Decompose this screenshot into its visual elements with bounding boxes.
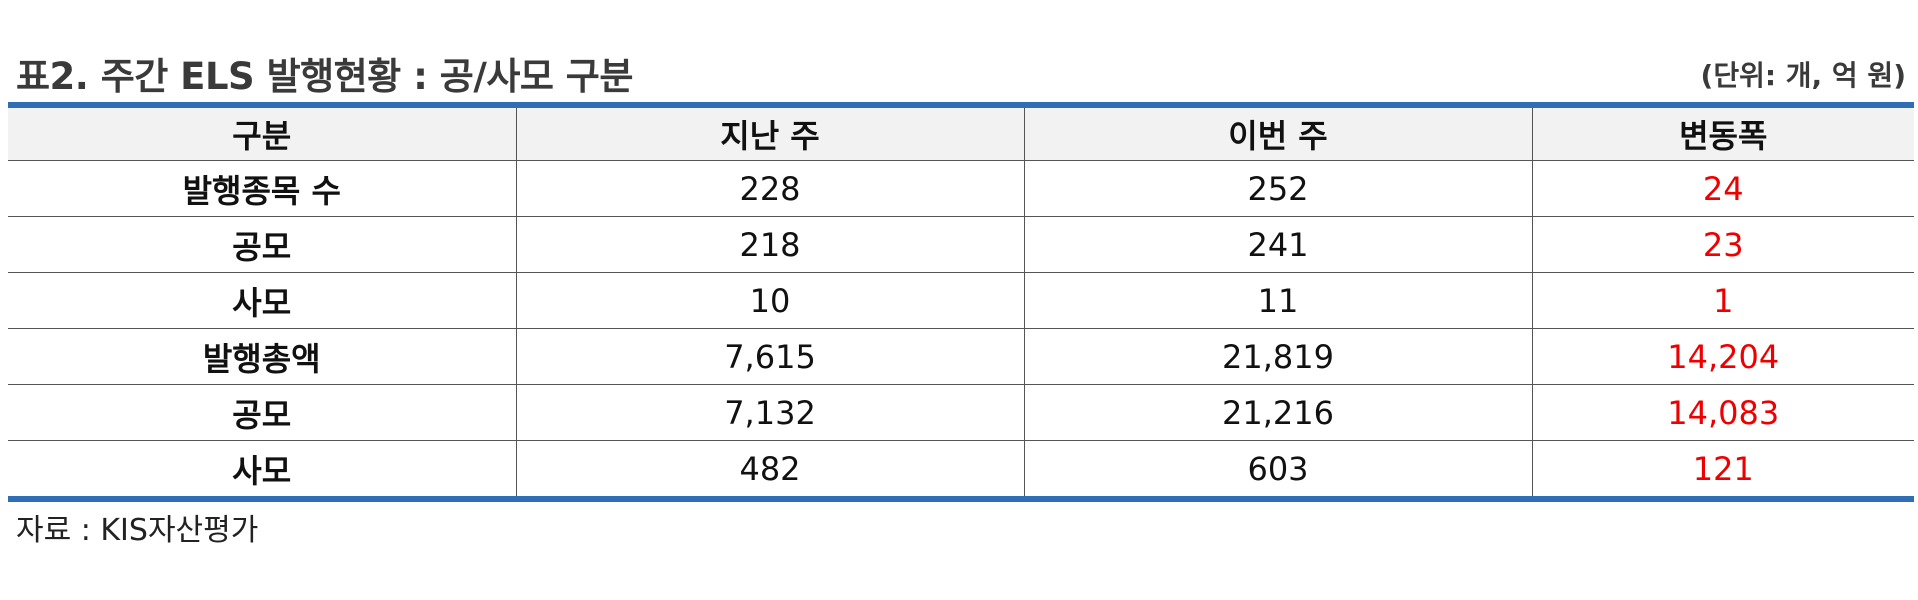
this-week-value: 241 <box>1023 216 1532 273</box>
row-label: 공모 <box>8 384 516 441</box>
change-value: 14,083 <box>1531 384 1914 441</box>
this-week-value: 21,819 <box>1023 328 1532 385</box>
change-value: 23 <box>1531 216 1914 273</box>
table-row: 발행총액 7,615 21,819 14,204 <box>8 328 1914 385</box>
table-row: 사모 10 11 1 <box>8 272 1914 329</box>
row-label: 발행총액 <box>8 328 516 385</box>
change-value: 1 <box>1531 272 1914 329</box>
row-label: 발행종목 수 <box>8 160 516 217</box>
this-week-value: 21,216 <box>1023 384 1532 441</box>
table-row: 공모 7,132 21,216 14,083 <box>8 384 1914 441</box>
last-week-value: 228 <box>515 160 1024 217</box>
source-note: 자료 : KIS자산평가 <box>16 513 259 548</box>
table-header-row: 구분 지난 주 이번 주 변동폭 <box>8 102 1914 161</box>
els-issuance-table: 구분 지난 주 이번 주 변동폭 발행종목 수 228 252 24 공모 21… <box>8 102 1914 502</box>
header-last-week: 지난 주 <box>515 102 1024 161</box>
this-week-value: 252 <box>1023 160 1532 217</box>
change-value: 14,204 <box>1531 328 1914 385</box>
this-week-value: 603 <box>1023 440 1532 502</box>
last-week-value: 7,132 <box>515 384 1024 441</box>
change-value: 24 <box>1531 160 1914 217</box>
header-this-week: 이번 주 <box>1023 102 1532 161</box>
unit-label: (단위: 개, 억 원) <box>1700 59 1906 92</box>
header-category: 구분 <box>8 102 516 161</box>
header-change: 변동폭 <box>1531 102 1914 161</box>
table-row: 사모 482 603 121 <box>8 440 1914 502</box>
last-week-value: 482 <box>515 440 1024 502</box>
row-label: 공모 <box>8 216 516 273</box>
this-week-value: 11 <box>1023 272 1532 329</box>
page-title: 표2. 주간 ELS 발행현황 : 공/사모 구분 <box>16 55 633 98</box>
last-week-value: 7,615 <box>515 328 1024 385</box>
change-value: 121 <box>1531 440 1914 502</box>
row-label: 사모 <box>8 272 516 329</box>
table-row: 발행종목 수 228 252 24 <box>8 160 1914 217</box>
last-week-value: 218 <box>515 216 1024 273</box>
row-label: 사모 <box>8 440 516 502</box>
table-row: 공모 218 241 23 <box>8 216 1914 273</box>
last-week-value: 10 <box>515 272 1024 329</box>
